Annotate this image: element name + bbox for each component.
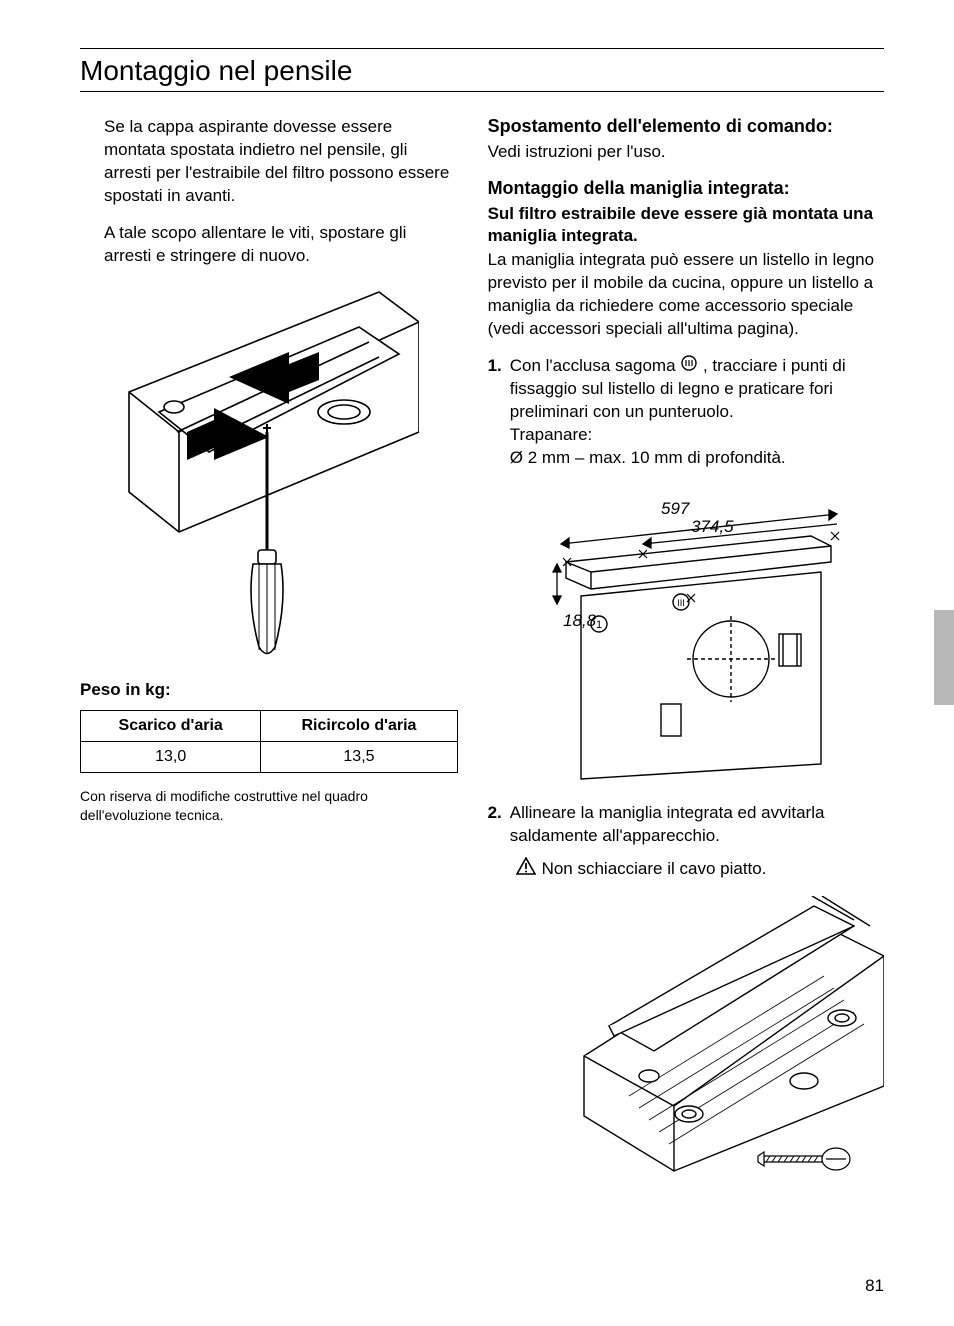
step-2: 2. Allineare la maniglia integrata ed av… — [488, 802, 884, 848]
table-header-1: Scarico d'aria — [81, 710, 261, 741]
table-header-2: Ricircolo d'aria — [261, 710, 457, 741]
step-1-text-a: Con l'acclusa sagoma — [510, 356, 681, 375]
table-cell-1: 13,0 — [81, 741, 261, 772]
step-1: 1. Con l'acclusa sagoma , tracciare i pu… — [488, 355, 884, 470]
figure-attach-handle — [488, 896, 884, 1176]
step-1-text-d: Ø 2 mm – max. 10 mm di profondità. — [510, 448, 786, 467]
step-1-number: 1. — [488, 355, 502, 470]
step-2-number: 2. — [488, 802, 502, 848]
footnote: Con riserva di modifiche costruttive nel… — [80, 787, 458, 825]
left-paragraph-1: Se la cappa aspirante dovesse essere mon… — [80, 116, 458, 208]
heading-montaggio: Montaggio della maniglia integrata: — [488, 178, 884, 199]
figure-screwdriver — [80, 282, 458, 662]
left-paragraph-2: A tale scopo allentare le viti, spostare… — [80, 222, 458, 268]
warning-line: Non schiacciare il cavo piatto. — [516, 857, 884, 882]
subheading-montaggio: Sul filtro estraibile deve essere già mo… — [488, 203, 884, 247]
step-1-text-c: Trapanare: — [510, 425, 593, 444]
montaggio-text: La maniglia integrata può essere un list… — [488, 249, 884, 341]
page-side-tab — [934, 610, 954, 705]
template-icon — [680, 355, 698, 378]
weight-label: Peso in kg: — [80, 680, 458, 700]
svg-text:III: III — [677, 598, 685, 608]
warning-icon — [516, 857, 536, 882]
step-2-text: Allineare la maniglia integrata ed avvit… — [510, 802, 884, 848]
dim-374: 374,5 — [691, 517, 734, 536]
heading-spostamento: Spostamento dell'elemento di comando: — [488, 116, 884, 137]
svg-text:1: 1 — [596, 619, 602, 631]
dim-18: 18,8 — [563, 611, 597, 630]
warning-text: Non schiacciare il cavo piatto. — [542, 858, 767, 881]
weight-table: Scarico d'aria Ricircolo d'aria 13,0 13,… — [80, 710, 458, 773]
page-title: Montaggio nel pensile — [80, 55, 884, 91]
page-number: 81 — [865, 1276, 884, 1296]
dim-597: 597 — [661, 499, 690, 518]
spostamento-text: Vedi istruzioni per l'uso. — [488, 141, 884, 164]
table-cell-2: 13,5 — [261, 741, 457, 772]
figure-template-dimensions: 1 III — [488, 484, 884, 784]
